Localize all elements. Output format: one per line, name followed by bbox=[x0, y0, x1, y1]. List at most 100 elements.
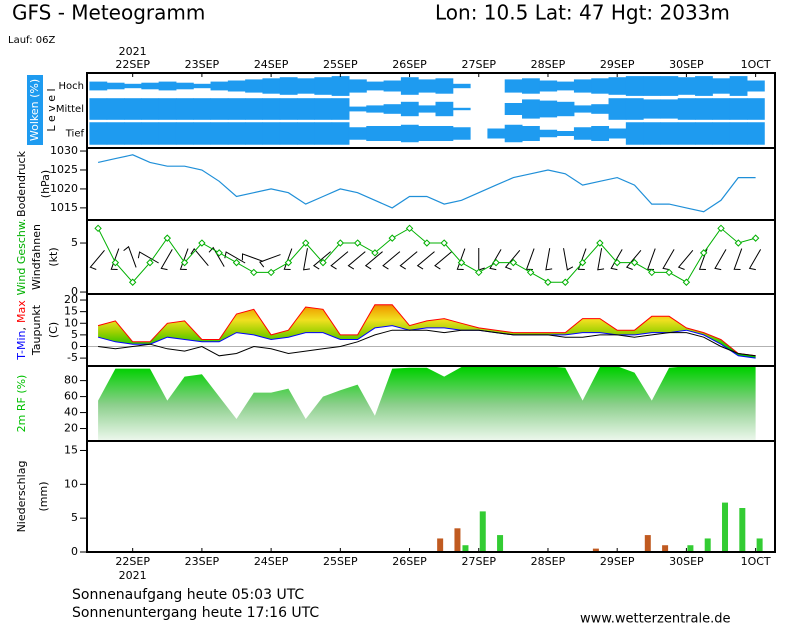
cloud-cell bbox=[227, 122, 246, 145]
wind-speed-marker bbox=[94, 224, 102, 233]
panel-background bbox=[87, 441, 775, 552]
x-tick-label: 27SEP bbox=[461, 555, 496, 568]
wind-speed-marker bbox=[198, 239, 206, 247]
wind-barb bbox=[733, 248, 743, 270]
x-tick-label: 26SEP bbox=[392, 555, 427, 568]
cloud-cell bbox=[331, 76, 350, 96]
wind-speed-marker bbox=[423, 239, 431, 247]
cloud-cell bbox=[522, 126, 540, 141]
wind-barb bbox=[610, 249, 623, 271]
cloud-cell bbox=[124, 98, 142, 120]
cloud-cell bbox=[608, 77, 627, 95]
cloud-cell bbox=[539, 129, 558, 138]
cloud-cell bbox=[539, 80, 558, 92]
x-tick-label: 26SEP bbox=[392, 58, 427, 71]
precip-bar bbox=[454, 528, 461, 552]
wind-speed-marker bbox=[648, 268, 656, 277]
cloud-cell bbox=[106, 98, 125, 120]
wind-speed-marker bbox=[371, 249, 379, 257]
year-label: 2021 bbox=[119, 569, 147, 582]
wind-barb bbox=[110, 248, 120, 270]
wind-speed-marker bbox=[717, 224, 725, 233]
cloud-cell bbox=[643, 99, 661, 119]
y-tick-label: 5 bbox=[71, 511, 78, 524]
cloud-cell bbox=[193, 98, 212, 120]
wind-barb bbox=[748, 249, 762, 271]
x-tick-label: 22SEP bbox=[115, 555, 150, 568]
cloud-cell bbox=[245, 79, 263, 93]
wind-speed-marker bbox=[509, 258, 518, 267]
y-tick-label: 1025 bbox=[50, 163, 78, 176]
wind-barb bbox=[434, 251, 453, 270]
wind-barb bbox=[489, 249, 502, 271]
wind-speed-marker bbox=[526, 268, 535, 277]
cloud-cell bbox=[314, 122, 333, 145]
precip-bar bbox=[644, 535, 651, 552]
precip-bar bbox=[462, 545, 469, 552]
cloud-cell bbox=[504, 79, 523, 93]
x-tick-label: 28SEP bbox=[531, 58, 566, 71]
y-tick-label: 5 bbox=[71, 328, 78, 341]
cloud-cell bbox=[625, 122, 644, 145]
cloud-cell bbox=[366, 126, 385, 141]
wind-barb bbox=[677, 250, 694, 270]
cloud-cell bbox=[158, 81, 177, 91]
cloud-cell bbox=[746, 98, 765, 120]
ylabel-bg bbox=[27, 75, 43, 145]
cloud-cell bbox=[608, 98, 627, 120]
level-label: Tief bbox=[65, 129, 85, 140]
y-axis-label: T-Min, Max bbox=[15, 300, 28, 361]
year-label: 2021 bbox=[119, 45, 147, 58]
cloud-cell bbox=[89, 98, 108, 120]
wind-barb bbox=[303, 248, 310, 271]
wind-barb bbox=[662, 249, 675, 271]
cloud-cell bbox=[106, 122, 125, 145]
cloud-cell bbox=[677, 77, 696, 95]
cloud-cell bbox=[175, 122, 194, 145]
cloud-cell bbox=[262, 98, 281, 120]
x-tick-label: 29SEP bbox=[600, 555, 635, 568]
wind-speed-marker bbox=[215, 249, 223, 257]
wind-speed-marker bbox=[440, 239, 448, 247]
cloud-cell bbox=[175, 82, 194, 90]
temperature-line bbox=[97, 304, 756, 357]
y-tick-label: -5 bbox=[67, 351, 78, 364]
cloud-cell bbox=[262, 122, 281, 145]
wind-barb bbox=[89, 250, 105, 270]
cloud-cell bbox=[435, 101, 454, 117]
y-tick-label: 10 bbox=[64, 477, 78, 490]
y-tick-label: 10 bbox=[64, 316, 78, 329]
cloud-cell bbox=[712, 78, 731, 94]
cloud-cell bbox=[400, 77, 419, 95]
wind-speed-marker bbox=[682, 278, 691, 286]
temperature-line bbox=[98, 329, 756, 357]
x-tick-label: 30SEP bbox=[669, 555, 704, 568]
cloud-cell bbox=[591, 104, 610, 114]
y-tick-label: 60 bbox=[64, 390, 78, 403]
cloud-cell bbox=[573, 79, 592, 93]
y-axis-unit: (mm) bbox=[37, 481, 50, 511]
precip-bar bbox=[497, 535, 504, 552]
cloud-cell bbox=[124, 83, 142, 89]
cloud-cell bbox=[158, 98, 177, 120]
cloud-cell bbox=[556, 101, 575, 117]
cloud-cell bbox=[193, 122, 212, 145]
x-tick-label: 27SEP bbox=[461, 58, 496, 71]
tmin-label: T-Min bbox=[15, 331, 28, 361]
cloud-cell bbox=[677, 98, 696, 120]
wind-barb bbox=[347, 251, 366, 270]
cloud-cell bbox=[695, 98, 713, 120]
precip-bar bbox=[437, 538, 444, 552]
y-tick-label: 1020 bbox=[50, 182, 78, 195]
cloud-cell bbox=[175, 98, 194, 120]
wind-barb bbox=[382, 251, 401, 270]
wind-barb bbox=[312, 251, 332, 270]
cloud-cell bbox=[314, 77, 333, 95]
precip-bar bbox=[592, 548, 599, 552]
wind-barb bbox=[364, 251, 383, 270]
cloud-cell bbox=[522, 78, 540, 94]
cloud-cell bbox=[643, 122, 661, 145]
y-axis-label: Windfahnen bbox=[30, 224, 43, 290]
